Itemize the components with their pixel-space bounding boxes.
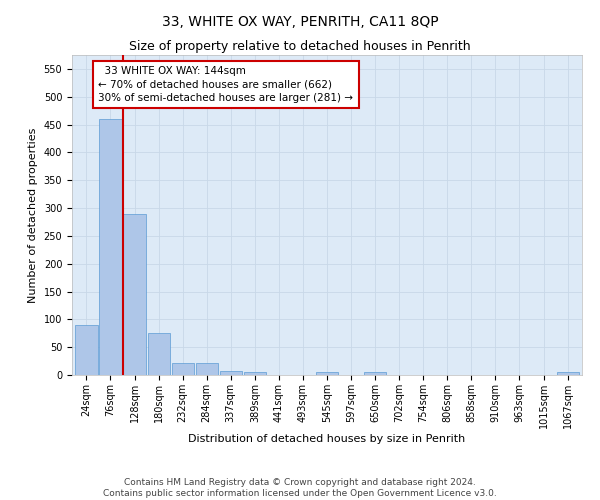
Bar bbox=[196, 363, 218, 375]
Text: Size of property relative to detached houses in Penrith: Size of property relative to detached ho… bbox=[129, 40, 471, 53]
Y-axis label: Number of detached properties: Number of detached properties bbox=[28, 128, 38, 302]
Bar bbox=[316, 372, 338, 375]
Bar bbox=[364, 372, 386, 375]
Bar bbox=[244, 372, 266, 375]
Text: 33, WHITE OX WAY, PENRITH, CA11 8QP: 33, WHITE OX WAY, PENRITH, CA11 8QP bbox=[161, 15, 439, 29]
Bar bbox=[76, 325, 98, 375]
Bar bbox=[148, 334, 170, 375]
Bar bbox=[172, 363, 194, 375]
X-axis label: Distribution of detached houses by size in Penrith: Distribution of detached houses by size … bbox=[188, 434, 466, 444]
Bar bbox=[124, 214, 146, 375]
Text: 33 WHITE OX WAY: 144sqm
← 70% of detached houses are smaller (662)
30% of semi-d: 33 WHITE OX WAY: 144sqm ← 70% of detache… bbox=[98, 66, 353, 102]
Bar bbox=[220, 370, 242, 375]
Text: Contains HM Land Registry data © Crown copyright and database right 2024.
Contai: Contains HM Land Registry data © Crown c… bbox=[103, 478, 497, 498]
Bar bbox=[557, 372, 578, 375]
Bar bbox=[100, 119, 122, 375]
